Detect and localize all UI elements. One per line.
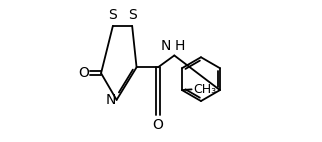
Text: O: O xyxy=(153,118,164,132)
Text: S: S xyxy=(128,8,137,22)
Text: H: H xyxy=(175,39,185,53)
Text: N: N xyxy=(160,39,171,53)
Text: N: N xyxy=(106,93,116,107)
Text: S: S xyxy=(109,8,117,22)
Text: O: O xyxy=(78,66,89,80)
Text: CH₃: CH₃ xyxy=(193,83,216,96)
